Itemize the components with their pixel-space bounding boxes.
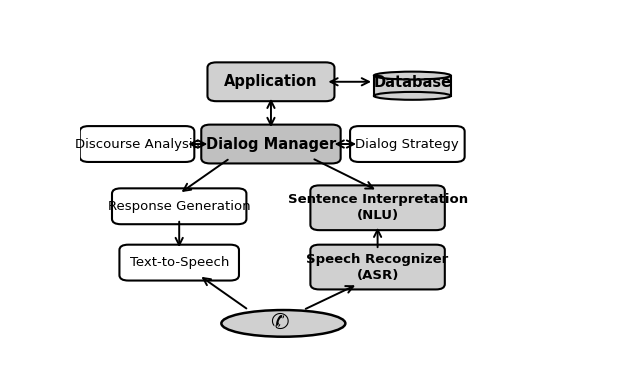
Text: Dialog Manager: Dialog Manager: [206, 137, 336, 152]
FancyBboxPatch shape: [80, 126, 195, 162]
Text: Response Generation: Response Generation: [108, 200, 250, 213]
FancyBboxPatch shape: [207, 62, 335, 101]
Ellipse shape: [374, 72, 451, 80]
FancyBboxPatch shape: [310, 186, 445, 230]
FancyBboxPatch shape: [350, 126, 465, 162]
FancyBboxPatch shape: [201, 125, 340, 164]
Text: Text-to-Speech: Text-to-Speech: [129, 256, 229, 269]
FancyBboxPatch shape: [310, 245, 445, 290]
Bar: [374, 75, 451, 96]
Text: Application: Application: [224, 74, 317, 89]
Text: Speech Recognizer
(ASR): Speech Recognizer (ASR): [307, 253, 449, 281]
Ellipse shape: [374, 92, 451, 100]
Text: Discourse Analysis: Discourse Analysis: [75, 137, 199, 151]
Text: Sentence Interpretation
(NLU): Sentence Interpretation (NLU): [287, 193, 468, 222]
FancyBboxPatch shape: [120, 245, 239, 281]
Text: ✆: ✆: [270, 313, 289, 333]
FancyBboxPatch shape: [112, 188, 246, 224]
Ellipse shape: [221, 310, 346, 337]
Text: Dialog Strategy: Dialog Strategy: [355, 137, 460, 151]
Text: Database: Database: [373, 75, 451, 90]
